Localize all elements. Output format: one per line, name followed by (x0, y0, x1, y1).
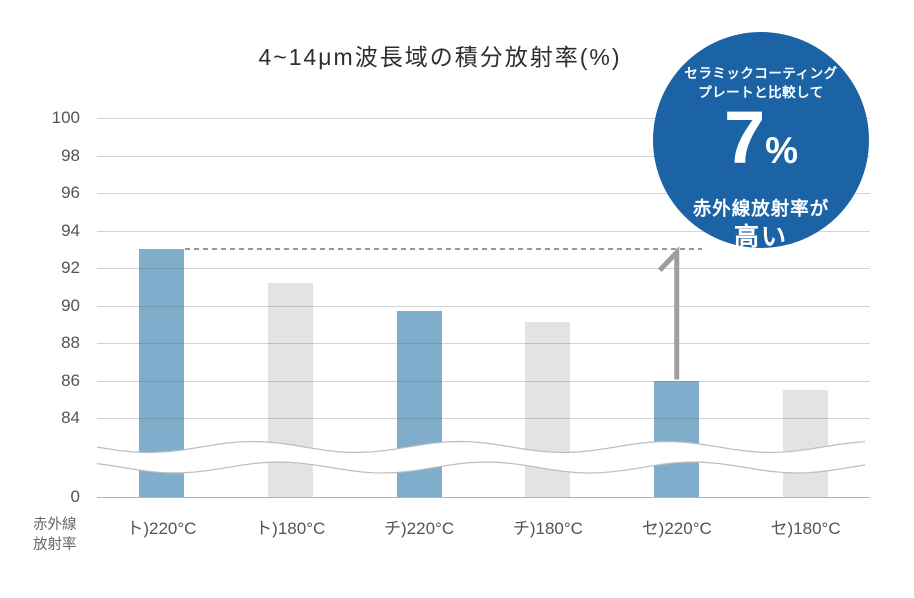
axis-break-wave-bottom (96, 461, 866, 474)
gridline (97, 380, 870, 382)
gridline (97, 343, 870, 344)
gridline (97, 418, 870, 419)
badge-percent-sign: % (765, 130, 799, 171)
gridline (97, 155, 870, 157)
badge-percent-number: 7 (723, 96, 766, 179)
gridline (97, 118, 870, 119)
x-category-label: チ)220°C (384, 519, 455, 538)
chart-title: 4~14μm波長域の積分放射率(%) (258, 44, 622, 70)
x-category-label: ト)180°C (255, 519, 326, 538)
y-tick-label: 94 (61, 220, 80, 240)
y-tick-label: 96 (61, 183, 80, 202)
y-tick-label: 100 (51, 108, 80, 127)
y-tick-label: 90 (61, 295, 80, 315)
y-tick-label-zero: 0 (70, 487, 80, 506)
x-category-label: チ)180°C (512, 519, 583, 538)
badge-text-line1: セラミックコーティング (684, 66, 838, 81)
bar-セ)180°C (783, 389, 829, 497)
gridline (97, 230, 870, 232)
x-axis-line (97, 497, 870, 498)
arrow-up-icon (657, 245, 680, 380)
x-category-label: ト)220°C (126, 519, 197, 538)
bar-ト)180°C (267, 283, 313, 497)
x-category-label: セ)220°C (641, 519, 712, 538)
gridline (97, 268, 870, 269)
badge-text-line3: 赤外線放射率が (692, 198, 830, 219)
y-tick-label: 98 (61, 145, 80, 165)
y-tick-label: 86 (61, 370, 80, 390)
y-tick-label: 84 (61, 408, 80, 427)
y-axis-title-line2: 放射率 (33, 537, 77, 553)
y-tick-label: 92 (61, 258, 80, 277)
y-tick-label: 88 (61, 333, 80, 352)
gridline (97, 305, 870, 307)
y-axis-title-line1: 赤外線 (33, 517, 77, 533)
badge-text-line4: 高い (733, 223, 788, 251)
comparison-badge: セラミックコーティング プレートと比較して 7% 赤外線放射率が 高い (653, 32, 869, 251)
badge-text-line2: プレートと比較して (698, 85, 824, 100)
x-category-label: セ)180°C (770, 519, 841, 538)
bar-チ)180°C (525, 322, 571, 497)
badge-big-value: 7% (653, 101, 869, 192)
gridline (97, 193, 870, 194)
y-axis-title: 赤外線 放射率 (33, 515, 77, 555)
bar-ト)220°C (138, 249, 184, 497)
reference-dashed-line (184, 248, 702, 251)
axis-break-wave-top (96, 440, 866, 454)
bar-セ)220°C (654, 380, 700, 497)
bar-チ)220°C (396, 311, 442, 497)
axis-break-mask (97, 441, 865, 473)
